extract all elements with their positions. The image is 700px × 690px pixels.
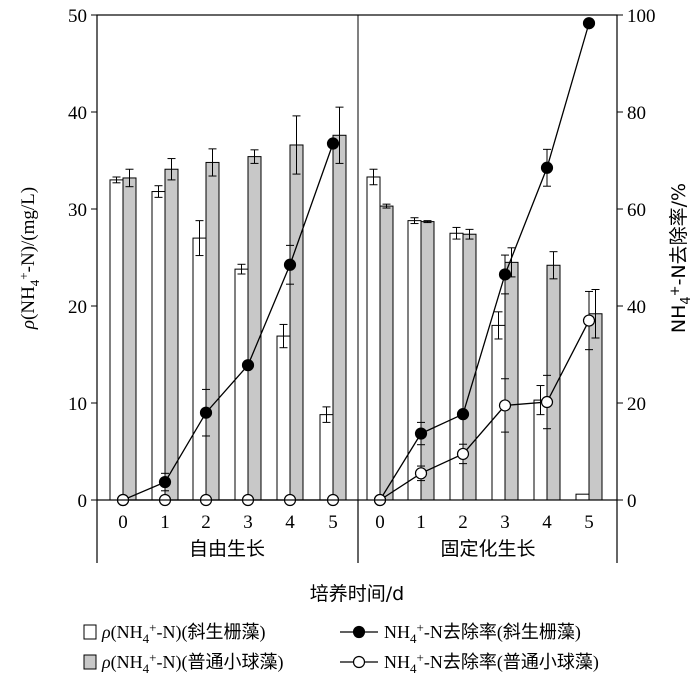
point-l1-5: [326, 137, 340, 150]
point-l1-7: [414, 427, 428, 440]
plot-frame: [96, 14, 618, 501]
point-l1-11: [582, 17, 596, 30]
x-tick-label-g1-2: 2: [201, 512, 211, 533]
legend-item-2: NH4+-N去除率(斜生栅藻): [340, 620, 581, 646]
bar-s1-0: [109, 179, 124, 501]
line-l1-seg1: [122, 143, 334, 501]
legend-label-4: NH4+-N去除率(普通小球藻): [384, 650, 599, 676]
point-l2-9: [498, 399, 512, 412]
bar-s1-5: [319, 414, 334, 501]
legend-label-1: ρ(NH4+-N)(斜生栅藻): [101, 620, 265, 646]
bar-s1-11: [575, 493, 590, 501]
left-tick-label-40: 40: [68, 103, 87, 124]
right-tick-label-20: 20: [627, 394, 646, 415]
bar-s2-7: [420, 221, 435, 501]
x-group-label-2: 固定化生长: [440, 538, 535, 560]
line-l1-seg2: [379, 23, 590, 501]
bar-s2-6: [379, 205, 394, 501]
bar-s2-4: [289, 144, 304, 501]
lines-layer: [116, 17, 596, 507]
left-tick-label-50: 50: [68, 6, 87, 27]
labels-layer: 010203040500204060801000 1 2 3 4 5 0 1 2 3 4 5自由生长固…: [16, 6, 694, 605]
x-tick-label-g1-0: 0: [118, 512, 128, 533]
right-tick-label-100: 100: [627, 6, 656, 27]
point-l1-10: [540, 161, 554, 174]
legend-marker-2: [352, 625, 366, 639]
x-tick-label-g2-1: 1: [416, 512, 426, 533]
bar-s1-3: [234, 268, 249, 501]
x-group-label-1: 自由生长: [189, 538, 265, 560]
x-tick-label-g1-3: 3: [243, 512, 253, 533]
right-axis-title: NH4+-N去除率/%: [668, 183, 694, 333]
line-l2-seg2: [379, 320, 590, 501]
bar-s1-2: [192, 237, 207, 501]
x-tick-label-g1-4: 4: [285, 512, 295, 533]
legend-item-4: NH4+-N去除率(普通小球藻): [340, 650, 599, 676]
legend-layer: ρ(NH4+-N)(斜生栅藻) NH4+-N去除率(斜生栅藻) ρ(NH4+-N)(…: [83, 620, 599, 676]
point-l1-2: [199, 406, 213, 419]
bar-s1-7: [407, 220, 422, 501]
bar-s2-2: [205, 161, 220, 501]
bar-s1-8: [449, 232, 464, 501]
right-tick-label-60: 60: [627, 200, 646, 221]
x-tick-label-g2-3: 3: [500, 512, 510, 533]
x-tick-label-g2-0: 0: [375, 512, 385, 533]
bar-s2-5: [332, 134, 347, 501]
left-tick-label-30: 30: [68, 200, 87, 221]
left-tick-label-0: 0: [78, 491, 88, 512]
point-l2-11: [582, 314, 596, 327]
bar-s2-11: [588, 313, 603, 501]
bar-s2-10: [546, 264, 561, 501]
x-tick-label-g1-1: 1: [160, 512, 170, 533]
x-axis-title: 培养时间/d: [310, 583, 404, 605]
legend-label-2: NH4+-N去除率(斜生栅藻): [384, 620, 581, 646]
axes-layer: [91, 14, 623, 563]
legend-marker-4: [352, 655, 366, 669]
bar-s2-1: [164, 168, 179, 501]
bars-layer: [109, 106, 603, 501]
left-tick-label-20: 20: [68, 297, 87, 318]
bar-s2-3: [247, 156, 262, 501]
bar-s1-1: [151, 191, 166, 501]
legend-swatch-1: [83, 624, 97, 640]
bar-s1-6: [366, 176, 381, 501]
legend-label-3: ρ(NH4+-N)(普通小球藻): [101, 650, 283, 676]
right-tick-label-0: 0: [627, 491, 637, 512]
legend-item-1: ρ(NH4+-N)(斜生栅藻): [83, 620, 265, 646]
point-l1-4: [283, 258, 297, 271]
point-l2-10: [540, 395, 554, 409]
point-l2-8: [456, 447, 470, 461]
point-l2-7: [414, 467, 428, 480]
right-tick-label-80: 80: [627, 103, 646, 124]
point-l1-9: [498, 268, 512, 281]
x-tick-label-g2-5: 5: [584, 512, 594, 533]
x-tick-label-g1-5: 5: [328, 512, 338, 533]
bar-s1-4: [276, 335, 291, 501]
bar-s2-0: [122, 177, 137, 501]
left-tick-label-10: 10: [68, 394, 87, 415]
bar-s2-8: [462, 233, 477, 501]
right-tick-label-40: 40: [627, 297, 646, 318]
point-l1-1: [158, 475, 172, 489]
bar-s2-9: [504, 261, 519, 501]
legend-item-3: ρ(NH4+-N)(普通小球藻): [83, 650, 283, 676]
point-l1-3: [241, 359, 255, 372]
point-l1-8: [456, 408, 470, 421]
legend-swatch-3: [83, 654, 97, 670]
left-axis-title: ρ(NH4+-N)/(mg/L): [16, 187, 42, 330]
x-tick-label-g2-2: 2: [458, 512, 468, 533]
x-tick-label-g2-4: 4: [542, 512, 552, 533]
